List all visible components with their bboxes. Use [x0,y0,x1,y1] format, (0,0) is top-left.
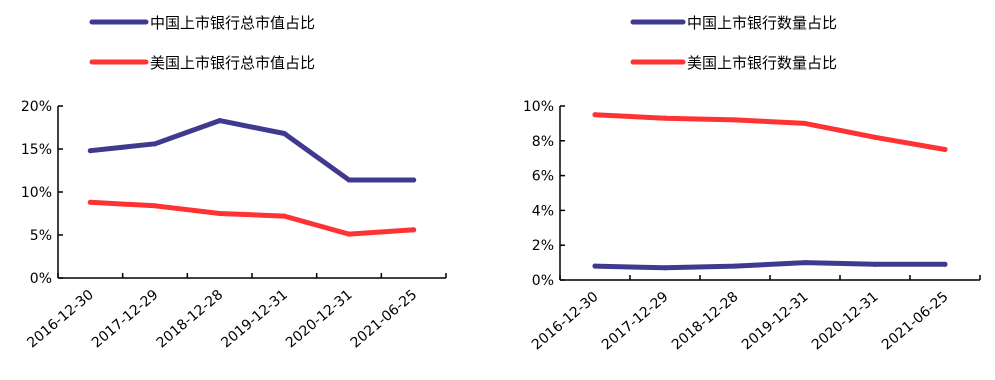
y-tick-label: 5% [30,228,52,244]
series-2-point [872,134,878,140]
series-line-1 [592,260,948,271]
y-tick-label: 4% [532,203,554,219]
series-1-point [592,263,598,269]
y-tick-label: 20% [21,99,52,115]
y-tick-label: 6% [532,169,554,185]
series-line-2 [87,199,417,237]
x-tick-label: 2020-12-31 [283,287,356,352]
series-2-point [346,231,352,237]
series-2-point [411,227,417,233]
series-1-point [872,261,878,267]
x-tick-label: 2016-12-30 [529,289,602,354]
series-2-point [802,120,808,126]
x-tick-label: 2019-12-31 [739,289,812,354]
series-2-point [87,199,93,205]
bank-count-share-chart: 中国上市银行数量占比 美国上市银行数量占比 0% 2% 4% 6% 8% 10% 2016-12… [497,0,995,376]
x-tick-label: 2017-12-29 [599,289,672,354]
y-tick-label: 10% [21,185,52,201]
x-tick-label: 2021-06-25 [348,287,421,352]
series-2-point [732,117,738,123]
market-cap-share-chart: 中国上市银行总市值占比 美国上市银行总市值占比 0% 5% 10% 15% 20% 2016-… [0,0,497,376]
series-1-point [802,260,808,266]
series-1-point [732,263,738,269]
x-tick-label: 2016-12-30 [24,287,97,352]
y-tick-label: 15% [21,142,52,158]
series-1-point [281,131,287,137]
y-tick-label: 2% [532,238,554,254]
series-2-point [942,147,948,152]
x-tick-label: 2017-12-29 [89,287,162,352]
legend-label-2: 美国上市银行数量占比 [687,54,837,72]
series-2-point [592,112,598,118]
series-2-point [662,115,668,121]
y-tick-label: 8% [532,134,554,150]
series-1-point [662,265,668,271]
series-2-point [281,213,287,219]
x-tick-label: 2018-12-28 [669,289,742,354]
series-1-point [411,177,417,183]
series-1-point [346,177,352,183]
series-1-point [87,148,93,154]
series-1-point [942,261,948,267]
x-tick-label: 2018-12-28 [154,287,227,352]
legend-label-1: 中国上市银行总市值占比 [150,14,315,32]
y-tick-label: 10% [523,99,554,115]
legend-label-1: 中国上市银行数量占比 [687,14,837,32]
series-2-point [217,211,223,216]
series-line-1 [87,118,417,183]
y-tick-label: 0% [532,273,554,289]
x-tick-label: 2021-06-25 [879,289,952,354]
x-tick-label: 2020-12-31 [809,289,882,354]
series-2-point [152,203,158,209]
legend-label-2: 美国上市银行总市值占比 [150,54,315,72]
series-1-point [152,141,158,147]
x-tick-label: 2019-12-31 [218,287,291,352]
y-tick-label: 0% [30,271,52,287]
series-line-2 [592,112,948,152]
series-1-point [217,118,223,124]
